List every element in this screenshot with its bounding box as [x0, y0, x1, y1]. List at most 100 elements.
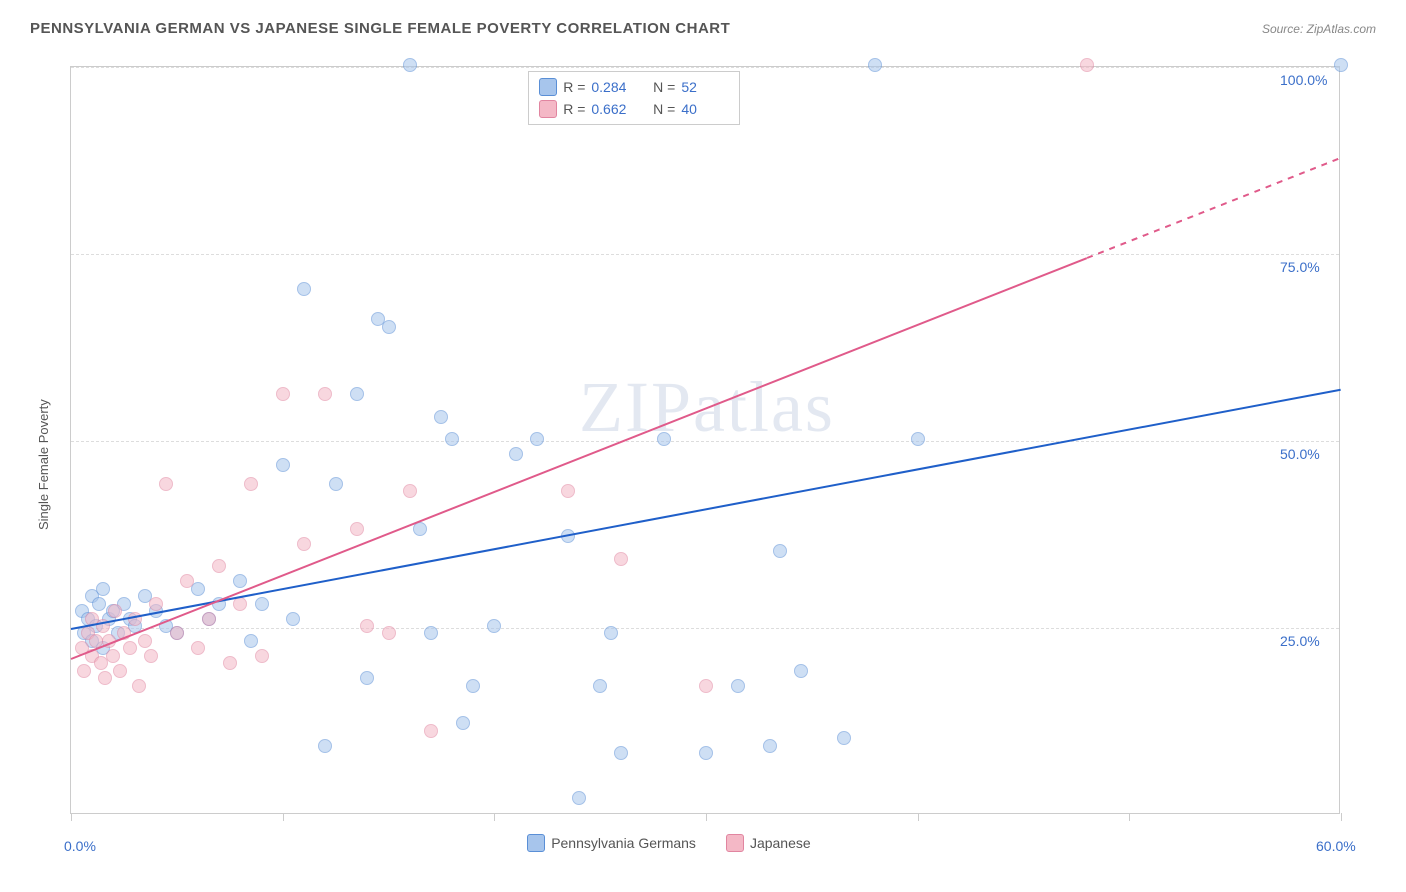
- gridline: [71, 441, 1339, 442]
- data-point: [360, 619, 374, 633]
- data-point: [255, 597, 269, 611]
- data-point: [223, 656, 237, 670]
- stat-n-value: 52: [681, 79, 729, 95]
- legend-swatch: [539, 78, 557, 96]
- legend-label: Pennsylvania Germans: [551, 835, 696, 851]
- legend-item: Pennsylvania Germans: [527, 834, 696, 852]
- data-point: [382, 626, 396, 640]
- legend-stats-box: R = 0.284 N = 52R = 0.662 N = 40: [528, 71, 740, 125]
- data-point: [657, 432, 671, 446]
- data-point: [360, 671, 374, 685]
- data-point: [604, 626, 618, 640]
- data-point: [403, 484, 417, 498]
- y-tick-label: 75.0%: [1280, 259, 1320, 275]
- x-tick-label: 60.0%: [1316, 838, 1356, 854]
- stat-r-label: R =: [563, 101, 585, 117]
- data-point: [1334, 58, 1348, 72]
- data-point: [132, 679, 146, 693]
- y-axis-label: Single Female Poverty: [36, 399, 51, 530]
- data-point: [276, 458, 290, 472]
- data-point: [456, 716, 470, 730]
- data-point: [318, 739, 332, 753]
- data-point: [233, 574, 247, 588]
- data-point: [773, 544, 787, 558]
- legend-swatch: [527, 834, 545, 852]
- source-name: ZipAtlas.com: [1307, 22, 1376, 36]
- stat-n-label: N =: [645, 79, 675, 95]
- data-point: [593, 679, 607, 693]
- data-point: [868, 58, 882, 72]
- stat-r-label: R =: [563, 79, 585, 95]
- data-point: [572, 791, 586, 805]
- legend-bottom: Pennsylvania Germans Japanese: [527, 834, 810, 852]
- data-point: [382, 320, 396, 334]
- x-tick: [706, 813, 707, 821]
- data-point: [108, 604, 122, 618]
- legend-label: Japanese: [750, 835, 811, 851]
- data-point: [144, 649, 158, 663]
- data-point: [794, 664, 808, 678]
- data-point: [509, 447, 523, 461]
- plot-area: ZIPatlas R = 0.284 N = 52R = 0.662 N = 4…: [70, 66, 1340, 814]
- data-point: [329, 477, 343, 491]
- data-point: [244, 477, 258, 491]
- data-point: [286, 612, 300, 626]
- gridline: [71, 254, 1339, 255]
- stat-n-value: 40: [681, 101, 729, 117]
- stat-r-value: 0.662: [591, 101, 639, 117]
- trend-line: [1087, 157, 1342, 259]
- data-point: [94, 656, 108, 670]
- data-point: [614, 552, 628, 566]
- data-point: [255, 649, 269, 663]
- chart-container: PENNSYLVANIA GERMAN VS JAPANESE SINGLE F…: [20, 20, 1386, 872]
- data-point: [149, 597, 163, 611]
- stat-n-label: N =: [645, 101, 675, 117]
- data-point: [699, 746, 713, 760]
- data-point: [445, 432, 459, 446]
- legend-swatch: [539, 100, 557, 118]
- legend-item: Japanese: [726, 834, 811, 852]
- data-point: [96, 582, 110, 596]
- source-prefix: Source:: [1262, 22, 1307, 36]
- y-tick-label: 50.0%: [1280, 446, 1320, 462]
- data-point: [202, 612, 216, 626]
- legend-swatch: [726, 834, 744, 852]
- legend-stats-row: R = 0.284 N = 52: [539, 76, 729, 98]
- data-point: [212, 559, 226, 573]
- legend-stats-row: R = 0.662 N = 40: [539, 98, 729, 120]
- x-tick-label: 0.0%: [64, 838, 96, 854]
- y-tick-label: 100.0%: [1280, 72, 1327, 88]
- data-point: [191, 641, 205, 655]
- data-point: [911, 432, 925, 446]
- data-point: [424, 724, 438, 738]
- data-point: [699, 679, 713, 693]
- data-point: [763, 739, 777, 753]
- data-point: [561, 484, 575, 498]
- data-point: [170, 626, 184, 640]
- data-point: [244, 634, 258, 648]
- data-point: [106, 649, 120, 663]
- x-tick: [1341, 813, 1342, 821]
- x-tick: [918, 813, 919, 821]
- data-point: [159, 477, 173, 491]
- stat-r-value: 0.284: [591, 79, 639, 95]
- data-point: [731, 679, 745, 693]
- data-point: [318, 387, 332, 401]
- data-point: [350, 522, 364, 536]
- data-point: [350, 387, 364, 401]
- data-point: [614, 746, 628, 760]
- chart-header: PENNSYLVANIA GERMAN VS JAPANESE SINGLE F…: [20, 20, 1386, 45]
- x-tick: [1129, 813, 1130, 821]
- chart-source: Source: ZipAtlas.com: [1262, 22, 1376, 36]
- gridline: [71, 628, 1339, 629]
- y-tick-label: 25.0%: [1280, 633, 1320, 649]
- data-point: [297, 282, 311, 296]
- x-tick: [283, 813, 284, 821]
- data-point: [530, 432, 544, 446]
- data-point: [180, 574, 194, 588]
- trend-line: [71, 389, 1341, 630]
- trend-line: [71, 257, 1088, 660]
- gridline: [71, 67, 1339, 68]
- data-point: [837, 731, 851, 745]
- data-point: [92, 597, 106, 611]
